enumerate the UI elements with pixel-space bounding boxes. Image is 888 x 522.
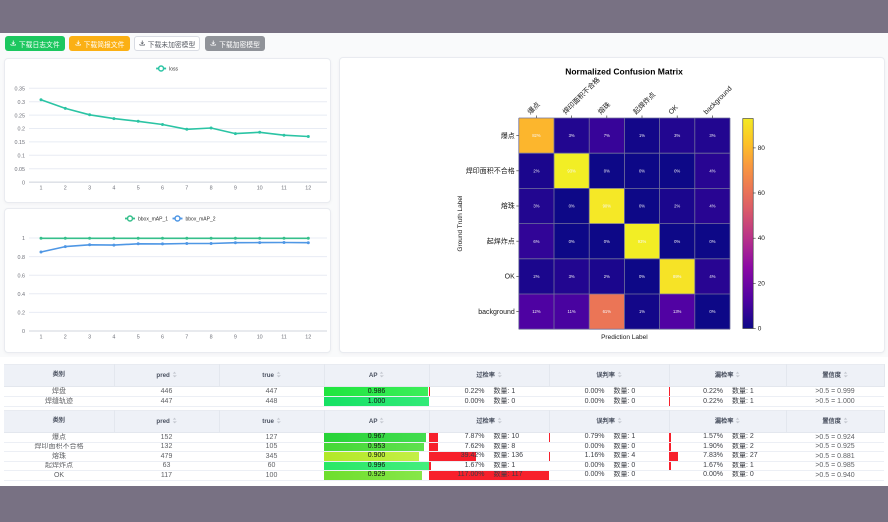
svg-text:2%: 2%	[604, 274, 610, 279]
svg-text:爆点: 爆点	[501, 131, 515, 140]
svg-text:焊印面积不合格: 焊印面积不合格	[466, 166, 515, 175]
svg-text:熔珠: 熔珠	[501, 201, 515, 210]
svg-text:82%: 82%	[532, 133, 541, 138]
svg-text:0.6: 0.6	[18, 273, 26, 279]
svg-text:0%: 0%	[604, 168, 610, 173]
svg-text:90%: 90%	[603, 204, 612, 209]
svg-text:11: 11	[281, 186, 287, 192]
svg-text:0%: 0%	[639, 204, 645, 209]
svg-text:background: background	[478, 309, 515, 316]
svg-text:1: 1	[22, 236, 25, 242]
svg-text:1: 1	[40, 335, 43, 341]
svg-text:0%: 0%	[604, 239, 610, 244]
svg-text:7%: 7%	[604, 133, 610, 138]
svg-text:3%: 3%	[533, 204, 539, 209]
svg-text:OK: OK	[668, 104, 680, 116]
svg-text:爆点: 爆点	[525, 100, 541, 116]
svg-text:4%: 4%	[709, 168, 715, 173]
svg-text:1%: 1%	[639, 309, 645, 314]
svg-text:0.8: 0.8	[18, 255, 26, 261]
svg-text:0.4: 0.4	[18, 292, 26, 298]
svg-text:0%: 0%	[569, 204, 575, 209]
svg-text:9: 9	[234, 186, 237, 192]
svg-text:0: 0	[22, 180, 25, 186]
svg-text:3: 3	[88, 335, 91, 341]
svg-text:2: 2	[64, 186, 67, 192]
svg-text:0.05: 0.05	[15, 167, 26, 173]
svg-text:5: 5	[137, 335, 140, 341]
svg-text:2%: 2%	[674, 204, 680, 209]
svg-text:4%: 4%	[709, 274, 715, 279]
svg-text:0%: 0%	[569, 239, 575, 244]
svg-text:0.1: 0.1	[18, 154, 26, 160]
svg-text:12: 12	[305, 335, 311, 341]
svg-text:0%: 0%	[639, 274, 645, 279]
svg-text:7: 7	[185, 186, 188, 192]
svg-text:12: 12	[305, 186, 311, 192]
svg-text:3%: 3%	[569, 274, 575, 279]
svg-text:Normalized Confusion Matrix: Normalized Confusion Matrix	[565, 67, 683, 77]
svg-text:0: 0	[758, 326, 762, 333]
svg-text:background: background	[703, 85, 734, 116]
svg-text:0.25: 0.25	[15, 113, 26, 119]
svg-text:10: 10	[257, 335, 263, 341]
svg-text:4: 4	[112, 186, 115, 192]
svg-text:焊印面积不合格: 焊印面积不合格	[561, 75, 602, 116]
svg-text:12%: 12%	[532, 309, 541, 314]
svg-text:11: 11	[281, 335, 287, 341]
svg-text:2: 2	[64, 335, 67, 341]
svg-text:0%: 0%	[639, 168, 645, 173]
svg-text:60: 60	[758, 190, 766, 197]
svg-text:93%: 93%	[638, 239, 647, 244]
svg-text:0.15: 0.15	[15, 140, 26, 146]
svg-text:7: 7	[185, 335, 188, 341]
svg-text:11%: 11%	[568, 309, 576, 314]
svg-text:93%: 93%	[567, 168, 576, 173]
svg-text:6%: 6%	[533, 239, 539, 244]
svg-text:13%: 13%	[673, 309, 682, 314]
svg-text:Ground Truth Label: Ground Truth Label	[457, 195, 464, 252]
svg-text:bbox_mAP_1: bbox_mAP_1	[138, 216, 168, 222]
svg-text:61%: 61%	[603, 309, 612, 314]
svg-text:熔珠: 熔珠	[596, 100, 612, 116]
svg-text:2%: 2%	[533, 168, 539, 173]
svg-text:8: 8	[210, 186, 213, 192]
svg-text:4: 4	[112, 335, 115, 341]
svg-text:10: 10	[257, 186, 263, 192]
svg-text:3%: 3%	[674, 133, 680, 138]
svg-text:2%: 2%	[533, 274, 539, 279]
svg-text:0.3: 0.3	[18, 100, 26, 106]
svg-text:80: 80	[758, 145, 766, 152]
svg-text:40: 40	[758, 235, 766, 242]
svg-text:0.35: 0.35	[15, 87, 26, 93]
svg-text:0%: 0%	[674, 239, 680, 244]
svg-text:Prediction Label: Prediction Label	[601, 334, 648, 341]
svg-text:5: 5	[137, 186, 140, 192]
svg-text:3%: 3%	[709, 133, 715, 138]
svg-text:1: 1	[40, 186, 43, 192]
svg-text:0.2: 0.2	[18, 311, 26, 317]
svg-text:1%: 1%	[639, 133, 645, 138]
svg-text:8: 8	[210, 335, 213, 341]
svg-text:loss: loss	[169, 66, 178, 72]
svg-text:起焊炸点: 起焊炸点	[631, 90, 657, 116]
svg-text:0%: 0%	[709, 309, 715, 314]
svg-text:OK: OK	[505, 274, 515, 281]
svg-text:9: 9	[234, 335, 237, 341]
svg-text:3: 3	[88, 186, 91, 192]
svg-text:20: 20	[758, 280, 766, 287]
svg-text:bbox_mAP_2: bbox_mAP_2	[186, 216, 216, 222]
svg-text:6: 6	[161, 186, 164, 192]
svg-text:0%: 0%	[709, 239, 715, 244]
svg-text:0: 0	[22, 329, 25, 335]
svg-text:0%: 0%	[674, 168, 680, 173]
svg-text:6: 6	[161, 335, 164, 341]
svg-text:3%: 3%	[569, 133, 575, 138]
svg-text:89%: 89%	[673, 274, 682, 279]
svg-text:0.2: 0.2	[18, 127, 26, 133]
svg-text:4%: 4%	[709, 204, 715, 209]
svg-text:起焊炸点: 起焊炸点	[487, 236, 515, 245]
